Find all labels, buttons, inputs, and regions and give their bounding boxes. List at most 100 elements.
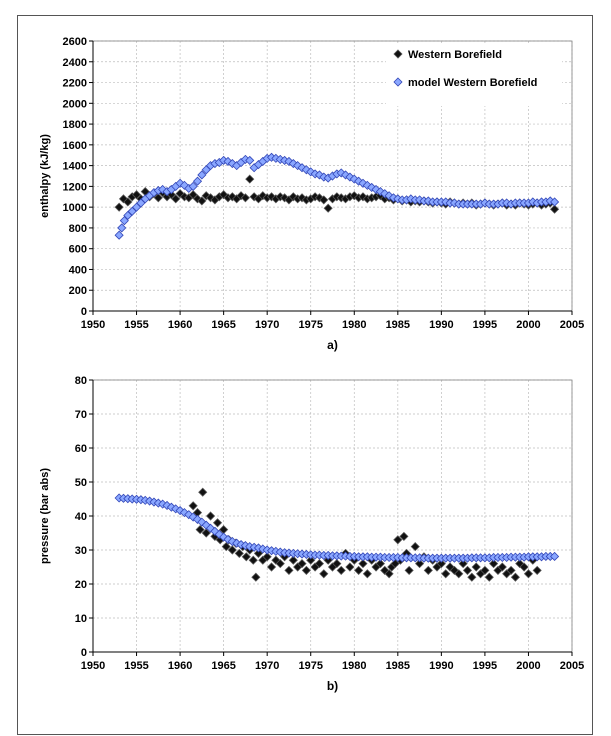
- y-tick-label: 20: [75, 579, 87, 591]
- data-point: [375, 559, 385, 569]
- data-point: [340, 170, 351, 180]
- x-tick-label: 1955: [124, 319, 148, 331]
- y-axis-title: pressure (bar abs): [39, 468, 51, 564]
- data-point: [367, 182, 377, 192]
- data-point: [319, 195, 329, 205]
- y-tick-label: 200: [69, 285, 87, 297]
- data-point: [212, 518, 223, 528]
- data-point: [519, 562, 529, 572]
- data-point: [297, 559, 307, 569]
- y-tick-label: 600: [69, 244, 87, 256]
- y-tick-label: 30: [75, 545, 87, 557]
- data-point: [489, 559, 499, 569]
- data-point: [240, 193, 250, 203]
- data-point: [384, 569, 394, 579]
- data-point: [266, 562, 277, 572]
- data-point: [314, 559, 325, 569]
- y-tick-label: 60: [75, 443, 87, 455]
- data-point: [188, 512, 198, 522]
- data-point: [234, 548, 244, 558]
- data-point: [284, 565, 294, 575]
- data-point: [301, 565, 311, 575]
- x-tick-label: 1950: [81, 660, 105, 672]
- y-tick-label: 1000: [63, 202, 87, 214]
- data-point: [166, 502, 176, 512]
- x-tick-label: 1960: [168, 319, 192, 331]
- data-point: [201, 191, 211, 201]
- data-point: [332, 559, 342, 569]
- data-point: [510, 572, 520, 582]
- y-tick-label: 2000: [63, 98, 87, 110]
- data-point: [336, 168, 346, 178]
- x-tick-label: 1955: [124, 660, 148, 672]
- data-point: [297, 193, 307, 203]
- data-point: [384, 191, 394, 201]
- x-tick-label: 1995: [473, 319, 497, 331]
- data-point: [175, 189, 185, 199]
- data-point: [390, 559, 400, 569]
- data-point: [436, 559, 446, 569]
- data-point: [253, 548, 264, 558]
- data-point: [323, 203, 333, 213]
- x-tick-label: 1985: [386, 319, 410, 331]
- data-point: [523, 569, 534, 579]
- data-point: [375, 187, 385, 197]
- data-point: [271, 555, 281, 565]
- data-point: [445, 562, 455, 572]
- data-point: [323, 555, 333, 565]
- x-tick-label: 1980: [342, 319, 366, 331]
- data-point: [195, 525, 205, 535]
- data-point: [175, 505, 185, 516]
- data-point: [262, 552, 272, 562]
- series-model: [114, 152, 560, 240]
- y-tick-label: 2600: [63, 36, 87, 48]
- y-tick-label: 1600: [63, 140, 87, 152]
- x-tick-label: 1995: [473, 660, 497, 672]
- data-point: [227, 545, 237, 555]
- data-point: [114, 202, 124, 212]
- legend-entry: Western Borefield: [408, 49, 502, 61]
- data-point: [349, 191, 359, 201]
- y-tick-label: 1800: [63, 119, 87, 131]
- data-point: [245, 174, 255, 184]
- data-point: [188, 181, 198, 191]
- legend: Western Borefield model Western Borefield: [386, 44, 562, 106]
- data-point: [171, 194, 181, 204]
- legend-background: [386, 44, 562, 106]
- data-point: [206, 511, 216, 521]
- data-point: [214, 529, 224, 539]
- data-point: [319, 569, 329, 579]
- data-point: [314, 170, 325, 180]
- chart-pressure: 0 10 20 30 40 50 60 70 80 1950 1955 1960 1965 1970 197…: [39, 375, 584, 693]
- y-tick-label: 400: [69, 264, 87, 276]
- data-point: [223, 534, 233, 545]
- data-point: [236, 191, 246, 201]
- chart-caption: a): [327, 338, 338, 352]
- gridlines: [92, 379, 573, 653]
- x-tick-label: 1950: [81, 319, 105, 331]
- data-point: [192, 176, 203, 186]
- data-point: [404, 565, 414, 575]
- data-point: [206, 523, 216, 533]
- data-point: [119, 216, 129, 226]
- data-point: [197, 170, 207, 180]
- data-point: [275, 559, 285, 569]
- x-tick-label: 1965: [211, 319, 235, 331]
- y-tick-label: 70: [75, 409, 87, 421]
- series-model: [114, 493, 560, 563]
- y-tick-label: 1400: [63, 161, 87, 173]
- data-point: [471, 562, 481, 572]
- y-tick-label: 2400: [63, 57, 87, 69]
- data-point: [206, 193, 216, 203]
- legend-marker: [393, 49, 403, 59]
- legend-marker: [393, 77, 403, 87]
- legend-entry: model Western Borefield: [408, 77, 537, 89]
- x-tick-label: 1985: [386, 660, 410, 672]
- x-tick-label: 1960: [168, 660, 192, 672]
- data-point: [354, 565, 364, 575]
- data-point: [306, 555, 316, 565]
- x-tick-label: 2005: [560, 319, 584, 331]
- data-point: [480, 565, 490, 575]
- data-point: [380, 189, 390, 199]
- chart-caption: b): [327, 679, 338, 693]
